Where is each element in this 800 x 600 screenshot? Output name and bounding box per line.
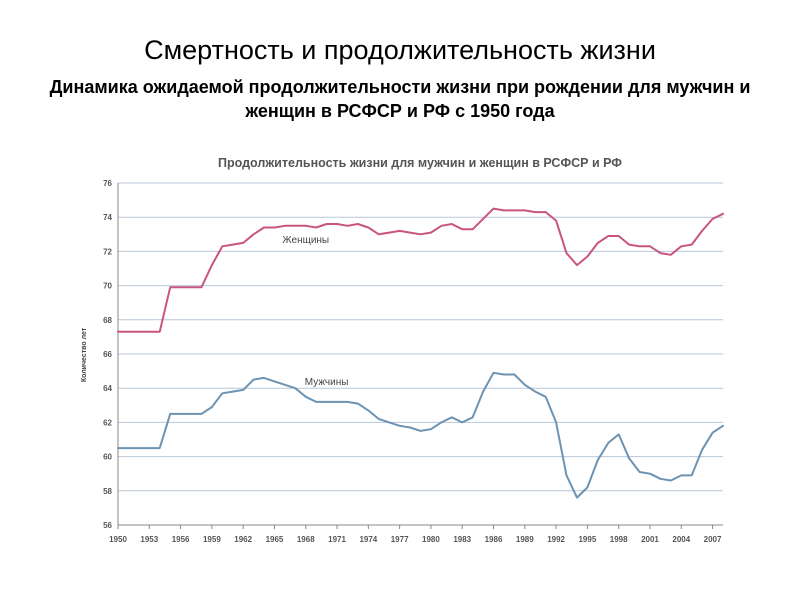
- series-labels: Женщины Мужчины: [282, 235, 348, 388]
- y-tick-label: 68: [103, 316, 112, 325]
- chart-title: Продолжительность жизни для мужчин и жен…: [218, 156, 622, 170]
- y-tick-label: 62: [103, 418, 112, 427]
- y-tick-label: 60: [103, 453, 112, 462]
- x-tick-label: 1992: [547, 535, 565, 544]
- x-tick-label: 1968: [297, 535, 315, 544]
- x-tick-label: 1956: [172, 535, 190, 544]
- y-tick-label: 76: [103, 179, 112, 188]
- y-tick-label: 70: [103, 282, 112, 291]
- x-tick-label: 1950: [109, 535, 127, 544]
- x-tick-label: 1998: [610, 535, 628, 544]
- series-label: Женщины: [282, 235, 329, 246]
- y-tick-label: 56: [103, 521, 112, 530]
- y-axis-label: Количество лет: [81, 327, 88, 382]
- x-tick-label: 2004: [672, 535, 690, 544]
- slide-title: Смертность и продолжительность жизни: [144, 35, 656, 65]
- grid-lines: [118, 182, 723, 526]
- x-tick-label: 1953: [140, 535, 158, 544]
- x-tick-label: 1977: [391, 535, 409, 544]
- x-tick-label: 1959: [203, 535, 221, 544]
- y-tick-label: 66: [103, 350, 112, 359]
- series-line-women: [117, 207, 724, 333]
- y-tick-label: 64: [103, 384, 112, 393]
- x-tick-label: 1980: [422, 535, 440, 544]
- x-tick-label: 2001: [641, 535, 659, 544]
- x-tick-label: 1983: [453, 535, 471, 544]
- slide-subtitle: Динамика ожидаемой продолжительности жиз…: [49, 77, 751, 121]
- series-label: Мужчины: [305, 377, 349, 388]
- axes: 56 58 60 62 64 66 68 70 72 74 76 1950 1953 1956 1959 19…: [103, 179, 723, 544]
- y-tick-label: 74: [103, 213, 112, 222]
- y-tick-label: 72: [103, 247, 112, 256]
- x-tick-label: 1974: [359, 535, 377, 544]
- y-tick-label: 58: [103, 487, 112, 496]
- x-tick-label: 1986: [485, 535, 503, 544]
- series-lines: [117, 207, 724, 499]
- series-line-men: [117, 371, 724, 499]
- x-tick-label: 1965: [266, 535, 284, 544]
- x-tick-label: 1962: [234, 535, 252, 544]
- x-tick-label: 2007: [704, 535, 722, 544]
- x-tick-label: 1995: [578, 535, 596, 544]
- x-tick-label: 1971: [328, 535, 346, 544]
- x-tick-label: 1989: [516, 535, 534, 544]
